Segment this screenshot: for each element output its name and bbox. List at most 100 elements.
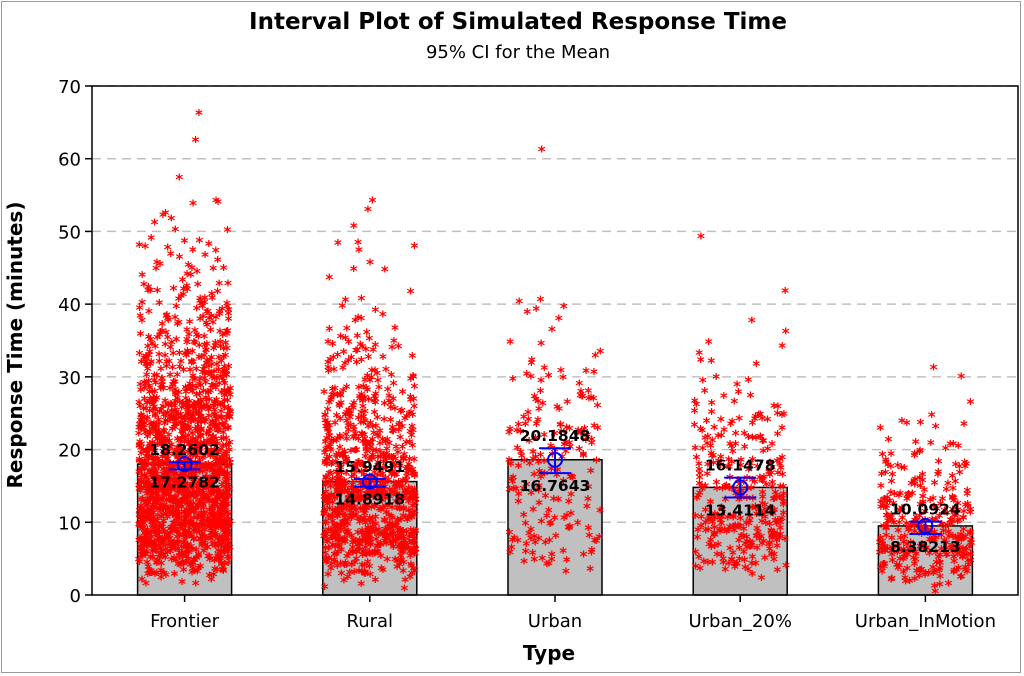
data-point: * [225,360,233,378]
data-point: * [410,545,418,563]
data-point: * [169,360,177,378]
data-point: * [405,462,413,480]
data-point: * [157,544,165,562]
data-point: * [175,386,183,404]
data-point: * [695,346,703,364]
data-point: * [174,450,182,468]
data-point: * [150,479,158,497]
data-point: * [223,223,231,241]
y-tick-label: 70 [58,77,81,98]
data-point: * [720,389,728,407]
data-point: * [211,562,219,580]
data-point: * [182,524,190,542]
data-point: * [180,419,188,437]
data-point: * [205,513,213,531]
data-point: * [220,383,228,401]
data-point: * [151,465,159,483]
data-point: * [195,106,203,124]
data-point: * [178,575,186,593]
data-point: * [177,289,185,307]
data-point: * [158,317,166,335]
data-point: * [191,564,199,582]
data-point: * [180,234,188,252]
y-tick-label: 10 [58,513,81,534]
data-point: * [222,516,230,534]
data-point: * [178,465,186,483]
data-point: * [224,537,232,555]
data-point: * [506,422,514,440]
data-point: * [192,543,200,561]
data-point: * [200,360,208,378]
data-point: * [194,511,202,529]
data-point: * [218,513,226,531]
data-point: * [324,535,332,553]
data-point: * [154,489,162,507]
data-point: * [138,548,146,566]
data-point: * [146,426,154,444]
data-point: * [194,423,202,441]
data-point: * [209,518,217,536]
data-point: * [152,418,160,436]
data-point: * [146,284,154,302]
data-point: * [165,447,173,465]
data-point: * [781,284,789,302]
data-point: * [878,447,886,465]
data-point: * [162,500,170,518]
data-point: * [172,507,180,525]
data-point: * [141,461,149,479]
data-point: * [191,413,199,431]
data-point: * [175,478,183,496]
data-point: * [177,355,185,373]
data-point: * [183,323,191,341]
data-point: * [559,544,567,562]
data-point: * [163,469,171,487]
data-point: * [187,464,195,482]
data-point: * [210,515,218,533]
data-point: * [221,348,229,366]
data-point: * [535,402,543,420]
data-point: * [166,440,174,458]
data-point: * [163,355,171,373]
data-point: * [359,392,367,410]
data-point: * [186,315,194,333]
data-point: * [142,445,150,463]
data-point: * [182,348,190,366]
data-point: * [199,451,207,469]
data-point: * [164,479,172,497]
data-point: * [219,502,227,520]
data-point: * [198,537,206,555]
data-point: * [175,505,183,523]
data-point: * [221,454,229,472]
data-point: * [159,435,167,453]
data-point: * [171,567,179,585]
data-point: * [176,250,184,268]
data-point: * [142,479,150,497]
data-point: * [208,431,216,449]
data-point: * [201,507,209,525]
data-point: * [223,506,231,524]
data-point: * [207,572,215,590]
data-point: * [180,557,188,575]
data-point: * [148,538,156,556]
data-point: * [160,423,168,441]
data-point: * [220,491,228,509]
data-point: * [161,407,169,425]
data-point: * [212,193,220,211]
y-tick-label: 0 [70,586,81,607]
data-point: * [220,524,228,542]
data-point: * [171,495,179,513]
data-point: * [190,487,198,505]
data-point: * [139,456,147,474]
data-point: * [218,538,226,556]
data-point: * [161,464,169,482]
data-point: * [193,485,201,503]
data-point: * [184,464,192,482]
data-point: * [321,505,329,523]
data-point: * [225,438,233,456]
data-point: * [140,277,148,295]
data-point: * [208,358,216,376]
data-point: * [157,564,165,582]
data-point: * [191,436,199,454]
data-point: * [136,309,144,327]
data-point: * [390,376,398,394]
